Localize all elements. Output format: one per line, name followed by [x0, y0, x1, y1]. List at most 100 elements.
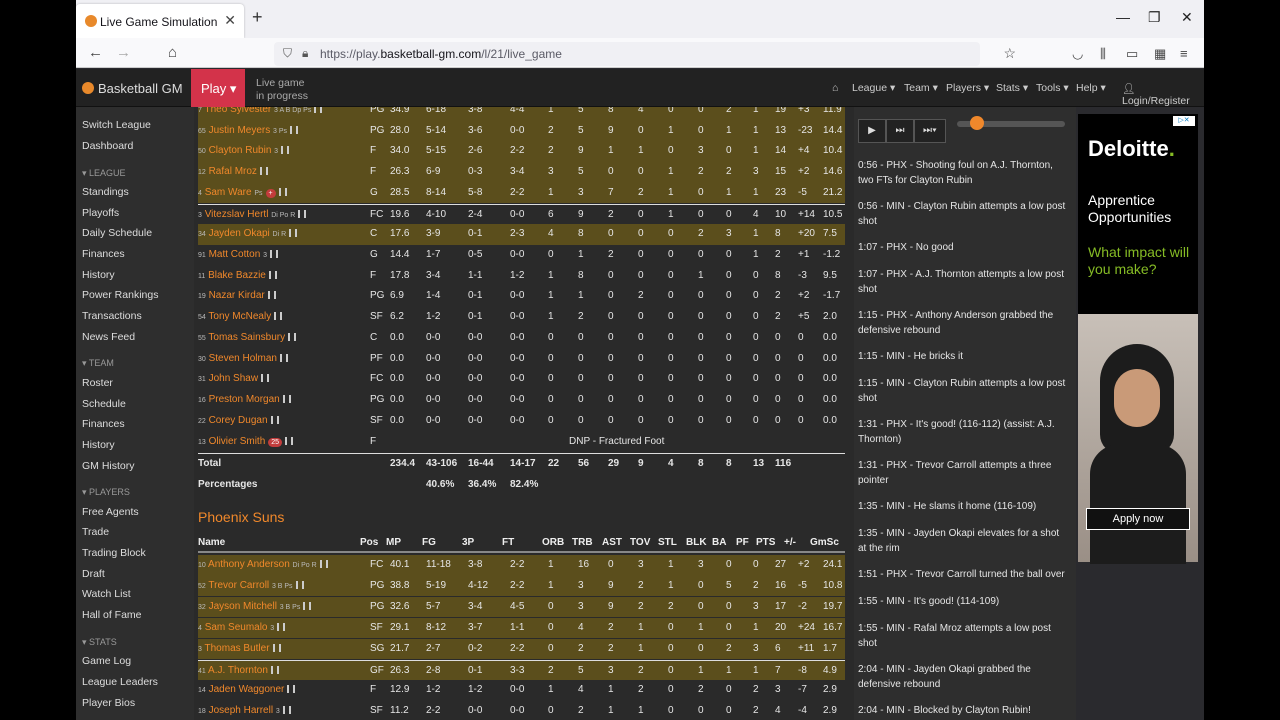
step-button[interactable]: ⏭ — [886, 119, 914, 143]
sidebar-icon[interactable]: ▭ — [1126, 46, 1139, 61]
column-header[interactable]: PTS — [756, 537, 776, 548]
stats-bar-icon[interactable] — [282, 706, 291, 715]
address-bar[interactable]: ⛉ 🔒︎ https://play.basketball-gm.com/l/21… — [274, 42, 1016, 66]
lock-icon[interactable]: 🔒︎ — [302, 46, 309, 60]
sidebar-item[interactable]: Playoffs — [82, 207, 120, 219]
stats-bar-icon[interactable] — [267, 291, 276, 300]
stats-bar-icon[interactable] — [274, 312, 283, 321]
player-name-link[interactable]: Steven Holman — [208, 352, 277, 364]
sidebar-item[interactable]: Switch League — [82, 119, 151, 131]
stats-bar-icon[interactable] — [319, 560, 328, 568]
player-name-link[interactable]: Sam Seumalo — [204, 621, 268, 633]
pocket-icon[interactable]: ◡ — [1072, 46, 1084, 61]
sidebar-item[interactable]: Draft — [82, 568, 105, 580]
column-header[interactable]: MP — [386, 537, 401, 548]
column-header[interactable]: +/- — [784, 537, 796, 548]
injury-badge[interactable]: + — [265, 188, 276, 198]
column-header[interactable]: Name — [198, 537, 226, 548]
player-name-link[interactable]: Anthony Anderson — [208, 559, 290, 570]
player-name-link[interactable]: Trevor Carroll — [208, 579, 270, 591]
column-header[interactable]: FT — [502, 537, 515, 548]
menu-icon[interactable]: ≡ — [1180, 46, 1188, 61]
sidebar-item[interactable]: GM History — [82, 460, 135, 472]
column-header[interactable]: BA — [712, 537, 727, 548]
stats-bar-icon[interactable] — [282, 395, 291, 404]
column-header[interactable]: ORB — [542, 537, 565, 548]
menu-players[interactable]: Players ▾ — [946, 82, 990, 94]
sidebar-item[interactable]: History — [82, 439, 115, 451]
bookmark-star-icon[interactable]: ☆ — [1003, 45, 1016, 61]
stats-bar-icon[interactable] — [269, 250, 278, 259]
column-header[interactable]: PF — [736, 537, 749, 548]
new-tab-icon[interactable]: + — [252, 7, 263, 27]
sidebar-item[interactable]: Game Log — [82, 655, 132, 667]
sidebar-item[interactable]: Watch List — [82, 588, 131, 600]
play-menu-button[interactable]: Play ▾ — [191, 69, 245, 107]
stats-bar-icon[interactable] — [268, 270, 277, 279]
column-header[interactable]: 3P — [462, 537, 475, 548]
forward-icon[interactable]: → — [116, 44, 131, 61]
stats-bar-icon[interactable] — [279, 353, 288, 362]
sidebar-item[interactable]: Hall of Fame — [82, 609, 142, 621]
player-name-link[interactable]: Thomas Butler — [204, 642, 270, 654]
browser-tab[interactable]: Live Game Simulation ✕ — [76, 4, 244, 38]
column-header[interactable]: STL — [658, 537, 677, 548]
library-icon[interactable]: ⫼ — [1100, 46, 1106, 61]
speed-slider[interactable] — [957, 121, 1065, 127]
home-icon[interactable]: ⌂ — [168, 44, 178, 61]
player-name-link[interactable]: Matt Cotton — [208, 249, 261, 261]
player-name-link[interactable]: Clayton Rubin — [208, 145, 272, 157]
sidebar-item[interactable]: Transactions — [82, 310, 142, 322]
player-name-link[interactable]: Tomas Sainsbury — [208, 331, 286, 343]
stats-bar-icon[interactable] — [289, 229, 298, 238]
team-heading[interactable]: Phoenix Suns — [198, 509, 285, 525]
stats-bar-icon[interactable] — [314, 107, 323, 113]
menu-help[interactable]: Help ▾ — [1076, 82, 1106, 94]
speed-slider-handle[interactable] — [970, 116, 984, 130]
sidebar-item[interactable]: Trading Block — [82, 547, 146, 559]
menu-tools[interactable]: Tools ▾ — [1036, 82, 1069, 94]
injury-badge[interactable]: 25 — [268, 437, 283, 447]
stats-bar-icon[interactable] — [270, 415, 279, 424]
player-name-link[interactable]: Olivier Smith — [208, 435, 266, 447]
player-name-link[interactable]: Corey Dugan — [208, 414, 268, 426]
menu-league[interactable]: League ▾ — [852, 82, 896, 94]
stats-bar-icon[interactable] — [270, 665, 279, 674]
sidebar-item[interactable]: Finances — [82, 418, 125, 430]
ad-info-icon[interactable]: ▷✕ — [1173, 116, 1195, 126]
player-name-link[interactable]: John Shaw — [208, 373, 259, 385]
menu-team[interactable]: Team ▾ — [904, 82, 938, 94]
url-text[interactable]: https://play.basketball-gm.com/l/21/live… — [320, 47, 562, 61]
stats-bar-icon[interactable] — [303, 601, 312, 610]
player-name-link[interactable]: Nazar Kirdar — [208, 290, 265, 302]
advertisement[interactable]: ▷✕ Deloitte. Apprentice Opportunities Wh… — [1078, 114, 1198, 564]
sidebar-item[interactable]: Roster — [82, 377, 113, 389]
close-tab-icon[interactable]: ✕ — [224, 12, 236, 28]
sidebar-item[interactable]: League Leaders — [82, 676, 158, 688]
fast-forward-button[interactable]: ⏭▾ — [914, 119, 946, 143]
minimize-icon[interactable]: — — [1116, 9, 1130, 25]
column-header[interactable]: FG — [422, 537, 436, 548]
stats-bar-icon[interactable] — [261, 374, 270, 383]
sidebar-item[interactable]: History — [82, 269, 115, 281]
sidebar-item[interactable]: Player Bios — [82, 697, 136, 709]
sidebar-item[interactable]: Free Agents — [82, 506, 139, 518]
column-header[interactable]: TOV — [630, 537, 651, 548]
stats-bar-icon[interactable] — [278, 187, 287, 196]
stats-bar-icon[interactable] — [281, 146, 290, 155]
menu-stats[interactable]: Stats ▾ — [996, 82, 1029, 94]
player-name-link[interactable]: Blake Bazzie — [208, 269, 266, 281]
player-name-link[interactable]: Sam Ware — [204, 186, 252, 198]
shield-icon[interactable]: ⛉ — [283, 46, 293, 60]
back-icon[interactable]: ← — [88, 44, 103, 61]
sidebar-item[interactable]: Trade — [82, 526, 110, 538]
stats-bar-icon[interactable] — [272, 643, 281, 652]
column-header[interactable]: TRB — [572, 537, 593, 548]
restore-icon[interactable]: ❐ — [1148, 9, 1161, 25]
player-name-link[interactable]: Jayden Okapi — [208, 228, 270, 240]
stats-bar-icon[interactable] — [290, 125, 299, 134]
player-name-link[interactable]: Jayson Mitchell — [208, 600, 277, 612]
stats-bar-icon[interactable] — [298, 209, 307, 218]
player-name-link[interactable]: Jaden Waggoner — [208, 684, 285, 696]
player-name-link[interactable]: Preston Morgan — [208, 394, 280, 406]
